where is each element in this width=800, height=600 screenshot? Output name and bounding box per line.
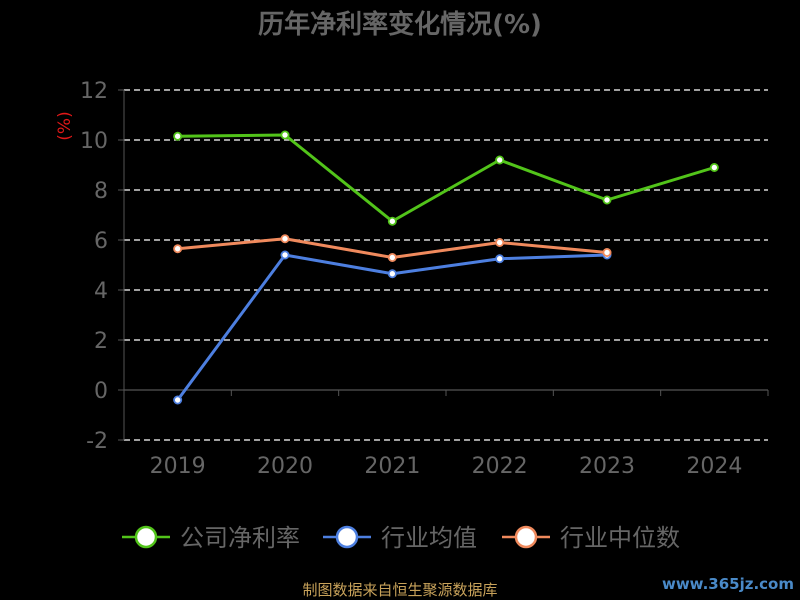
data-point [280,130,290,140]
y-tick-label: 0 [94,379,108,404]
data-point [387,252,397,262]
data-point [495,237,505,247]
series [173,130,719,405]
data-point [495,254,505,264]
legend-marker [335,525,359,549]
chart-title: 历年净利率变化情况(%) [258,10,542,40]
x-tick-label: 2021 [364,454,420,479]
y-tick-label: -2 [86,429,108,454]
data-point [173,244,183,254]
y-tick-label: 4 [94,279,108,304]
y-tick-label: 10 [80,129,108,154]
legend-label: 公司净利率 [180,524,300,552]
y-tick-label: 12 [80,79,108,104]
x-tick-label: 2019 [150,454,206,479]
data-point [280,234,290,244]
legend: 公司净利率 行业均值 行业中位数 [122,524,680,552]
legend-marker [514,525,538,549]
watermark: www.365jz.com [661,575,794,593]
x-tick-label: 2020 [257,454,313,479]
series-line [177,133,715,223]
x-tick-label: 2023 [579,454,635,479]
legend-label: 行业均值 [381,524,477,552]
legend-marker [134,525,158,549]
data-point [495,155,505,165]
data-point [280,250,290,260]
source-footer: 制图数据来自恒生聚源数据库 [302,581,498,599]
legend-label: 行业中位数 [560,524,680,552]
data-point [387,269,397,279]
x-tick-label: 2024 [686,454,742,479]
data-point [709,162,719,172]
data-point [602,247,612,257]
y-tick-label: 2 [94,329,108,354]
data-point [387,216,397,226]
y-tick-label: 8 [94,179,108,204]
data-point [173,131,183,141]
data-point [602,195,612,205]
y-axis-label: (%) [55,111,75,140]
y-tick-label: 6 [94,229,108,254]
x-tick-label: 2022 [472,454,528,479]
axes: -2 0 2 4 6 8 10 12 2019 2020 2021 2022 2023 2024 (%) [55,79,769,479]
data-point [173,395,183,405]
